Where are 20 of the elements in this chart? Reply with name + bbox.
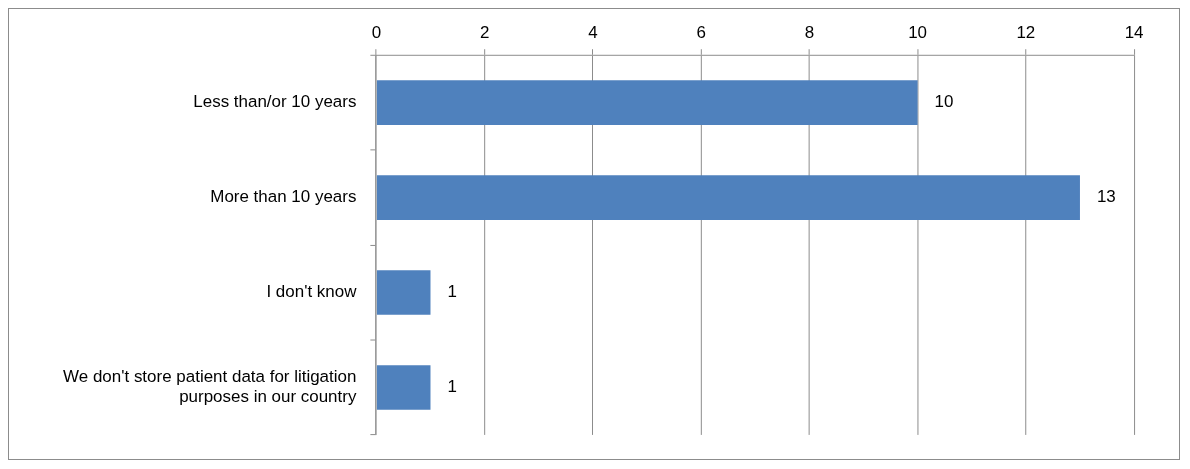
x-tick-label: 8 bbox=[804, 22, 815, 42]
x-tick-label: 0 bbox=[371, 22, 382, 42]
bar bbox=[376, 80, 918, 125]
y-tick-label: More than 10 years bbox=[210, 187, 357, 207]
bar bbox=[376, 270, 431, 315]
y-tick-label: Less than/or 10 years bbox=[193, 92, 357, 112]
data-label: 1 bbox=[447, 377, 457, 397]
data-label: 13 bbox=[1096, 187, 1116, 207]
data-label: 10 bbox=[934, 92, 954, 112]
bar bbox=[376, 175, 1080, 220]
data-label: 1 bbox=[447, 282, 457, 302]
y-tick-label: I don't know bbox=[266, 282, 358, 302]
x-tick-label: 6 bbox=[696, 22, 706, 42]
x-tick-label: 12 bbox=[1016, 22, 1036, 42]
x-tick-label: 14 bbox=[1124, 22, 1144, 42]
bar bbox=[376, 365, 431, 410]
x-tick-label: 10 bbox=[908, 22, 928, 42]
x-tick-label: 4 bbox=[588, 22, 598, 42]
y-tick-label: We don't store patient data for litigation purposes in our country bbox=[63, 366, 357, 407]
x-tick-label: 2 bbox=[479, 22, 490, 42]
